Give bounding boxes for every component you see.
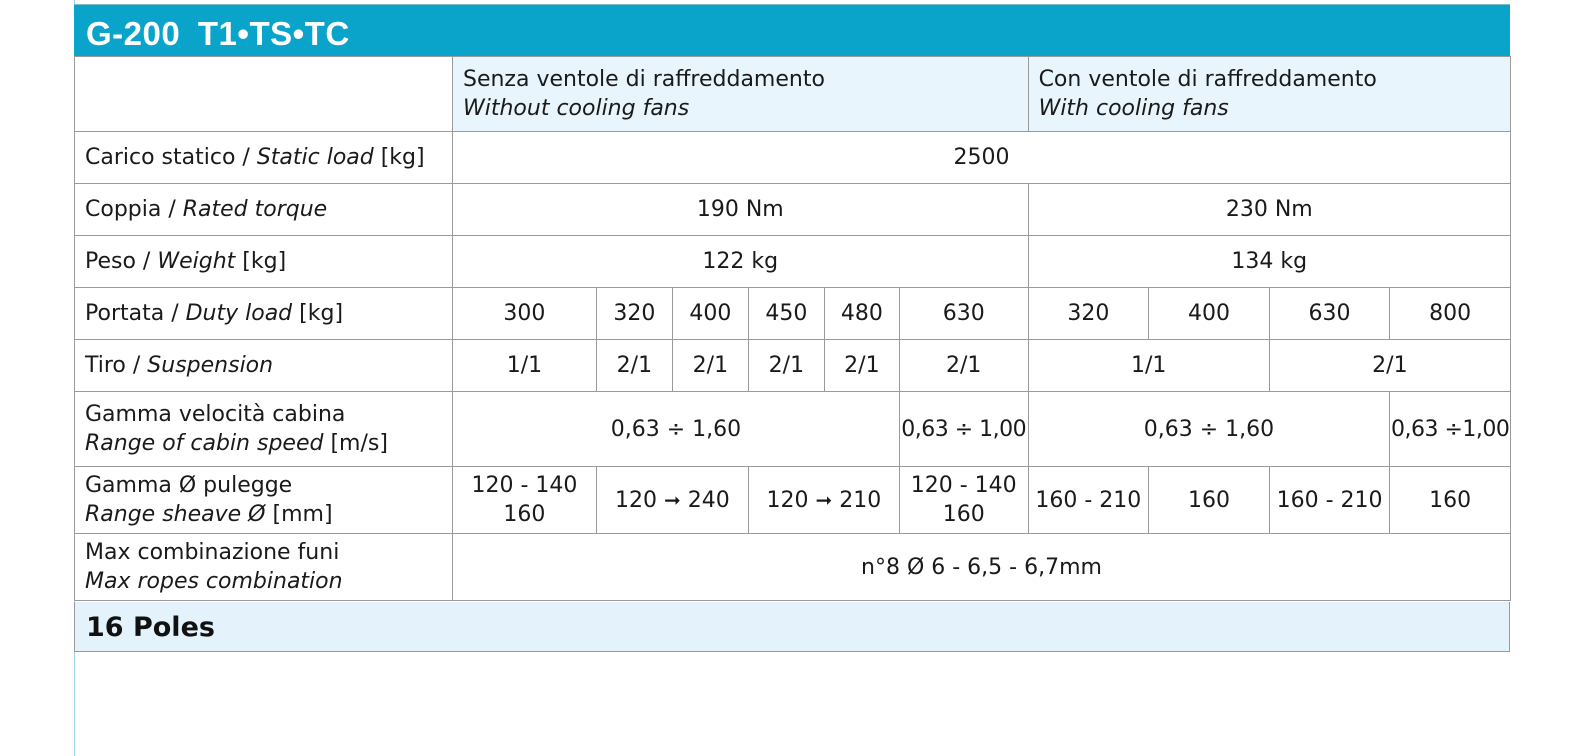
suspension-cell: 2/1 [823,339,900,392]
weight-with-fans: 134 kg [1027,235,1512,288]
weight-label: Peso / Weight [kg] [74,235,453,288]
duty-load-cell: 630 [1268,287,1391,340]
poles-band: 16 Poles [74,602,1510,652]
suspension-cell: 1/1 [1027,339,1270,392]
arrow-right-icon: ➞ [815,487,833,512]
with-fans-en: With cooling fans [1038,96,1229,121]
row-suspension: Tiro / Suspension 1/1 2/1 2/1 2/1 2/1 2/… [74,339,1512,392]
title-bar: G-200 T1•TS•TC [74,4,1510,57]
cabin-speed-cell: 0,63 ÷ 1,60 [1027,391,1391,467]
row-weight: Peso / Weight [kg] 122 kg 134 kg [74,235,1512,288]
ropes-label: Max combinazione funi Max ropes combinat… [74,533,453,601]
duty-load-cell: 300 [451,287,597,340]
row-duty-load: Portata / Duty load [kg] 300 320 400 450… [74,287,1511,340]
cabin-speed-cell: 0,63 ÷1,00 [1389,391,1511,467]
sheave-cell: 120 ➞ 210 [747,466,900,534]
cabin-speed-cell: 0,63 ÷ 1,60 [451,391,900,467]
duty-load-cell: 400 [1148,287,1270,340]
duty-load-cell: 480 [823,287,900,340]
arrow-right-icon: ➞ [663,487,681,512]
sheave-label: Gamma Ø pulegge Range sheave Ø [mm] [74,466,453,534]
suspension-cell: 2/1 [671,339,749,392]
duty-load-cell: 400 [671,287,749,340]
sheave-cell: 160 [1389,466,1511,534]
ropes-value: n°8 Ø 6 - 6,5 - 6,7mm [451,533,1512,601]
torque-with-fans: 230 Nm [1027,183,1512,236]
row-sheave: Gamma Ø pulegge Range sheave Ø [mm] 120 … [74,466,1511,534]
sheave-cell: 120 - 140 160 [451,466,597,534]
duty-load-cell: 320 [595,287,673,340]
suspension-cell: 2/1 [898,339,1029,392]
torque-without-fans: 190 Nm [451,183,1029,236]
cabin-speed-label: Gamma velocità cabina Range of cabin spe… [74,391,453,467]
col-header-without-fans: Senza ventole di raffreddamento Without … [451,56,1029,132]
without-fans-it: Senza ventole di raffreddamento [462,67,825,92]
suspension-cell: 2/1 [747,339,825,392]
product-title: G-200 T1•TS•TC [86,15,350,52]
header-row: Senza ventole di raffreddamento Without … [74,56,1512,132]
with-fans-it: Con ventole di raffreddamento [1038,67,1377,92]
suspension-cell: 1/1 [451,339,597,392]
suspension-cell: 2/1 [1268,339,1512,392]
static-load-value: 2500 [451,131,1512,184]
duty-load-cell: 450 [747,287,825,340]
row-torque: Coppia / Rated torque 190 Nm 230 Nm [74,183,1512,236]
sheave-cell: 120 ➞ 240 [595,466,749,534]
poles-label: 16 Poles [86,612,215,643]
static-load-label: Carico statico / Static load [kg] [74,131,453,184]
without-fans-en: Without cooling fans [462,96,690,121]
sheave-cell: 160 - 210 [1027,466,1150,534]
spec-table: Senza ventole di raffreddamento Without … [74,56,1512,601]
row-cabin-speed: Gamma velocità cabina Range of cabin spe… [74,391,1511,467]
cabin-speed-cell: 0,63 ÷ 1,00 [898,391,1029,467]
duty-load-cell: 630 [898,287,1029,340]
sheave-cell: 120 - 140 160 [898,466,1029,534]
duty-load-cell: 320 [1027,287,1150,340]
duty-load-cell: 800 [1389,287,1511,340]
row-ropes: Max combinazione funi Max ropes combinat… [74,533,1512,601]
row-static-load: Carico statico / Static load [kg] 2500 [74,131,1512,184]
duty-load-label: Portata / Duty load [kg] [74,287,453,340]
sheave-cell: 160 [1148,466,1270,534]
suspension-cell: 2/1 [595,339,673,392]
sheave-cell: 160 - 210 [1268,466,1391,534]
suspension-label: Tiro / Suspension [74,339,453,392]
col-header-with-fans: Con ventole di raffreddamento With cooli… [1027,56,1512,132]
weight-without-fans: 122 kg [451,235,1029,288]
torque-label: Coppia / Rated torque [74,183,453,236]
empty-header-cell [74,56,453,132]
